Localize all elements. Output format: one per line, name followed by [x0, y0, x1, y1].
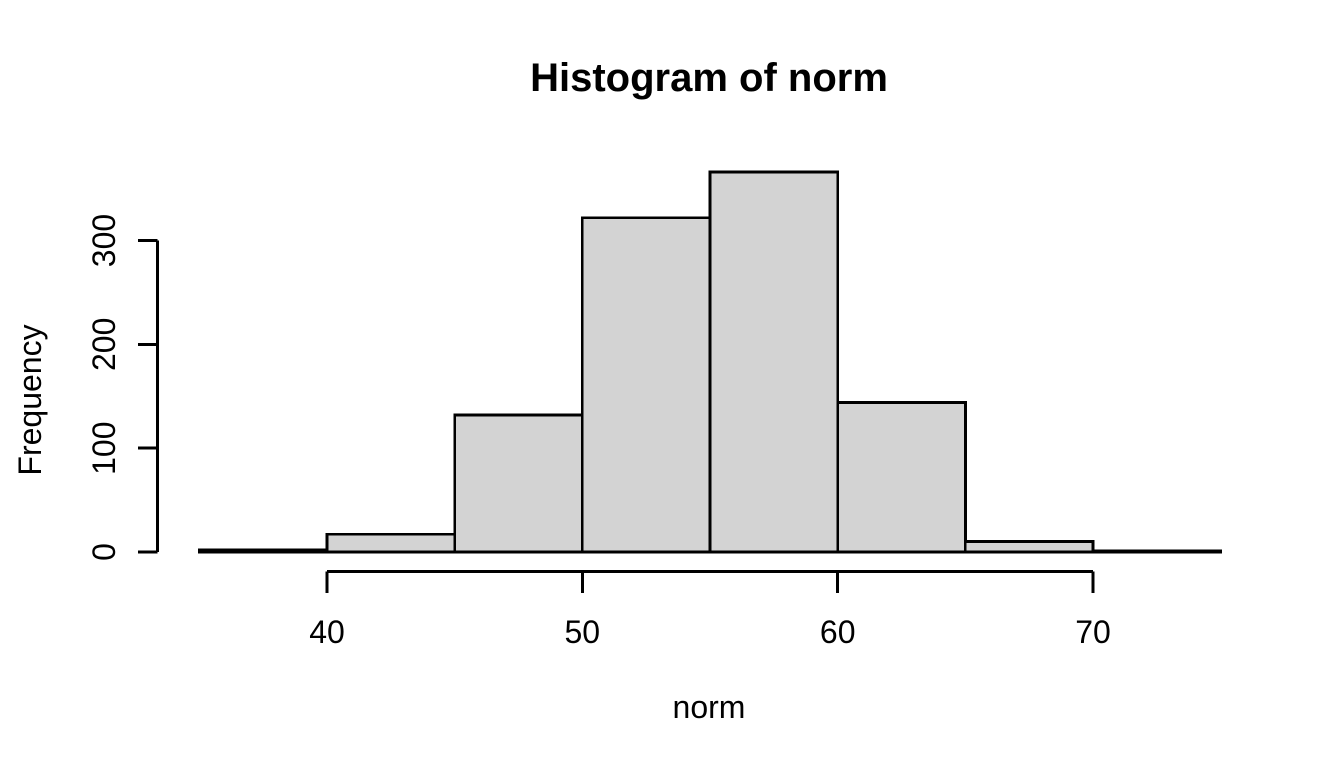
x-axis-label: norm [672, 689, 746, 725]
y-tick-label: 300 [86, 214, 122, 267]
x-tick-label: 40 [309, 614, 345, 650]
histogram-bar [836, 401, 967, 554]
x-tick-label: 60 [820, 614, 856, 650]
x-tick-label: 70 [1075, 614, 1111, 650]
histogram-bar [963, 540, 1095, 554]
y-tick-label: 100 [86, 422, 122, 475]
y-tick-label: 200 [86, 318, 122, 371]
histogram-bar [197, 548, 329, 554]
histogram-bar [1091, 549, 1223, 554]
chart-title: Histogram of norm [530, 56, 888, 100]
histogram-bar [325, 532, 457, 554]
y-axis-label: Frequency [12, 324, 48, 476]
histogram-bar [708, 170, 840, 554]
y-tick-label: 0 [86, 543, 122, 561]
x-tick-label: 50 [565, 614, 601, 650]
histogram-bar [580, 216, 712, 554]
histogram-bar [453, 413, 584, 554]
